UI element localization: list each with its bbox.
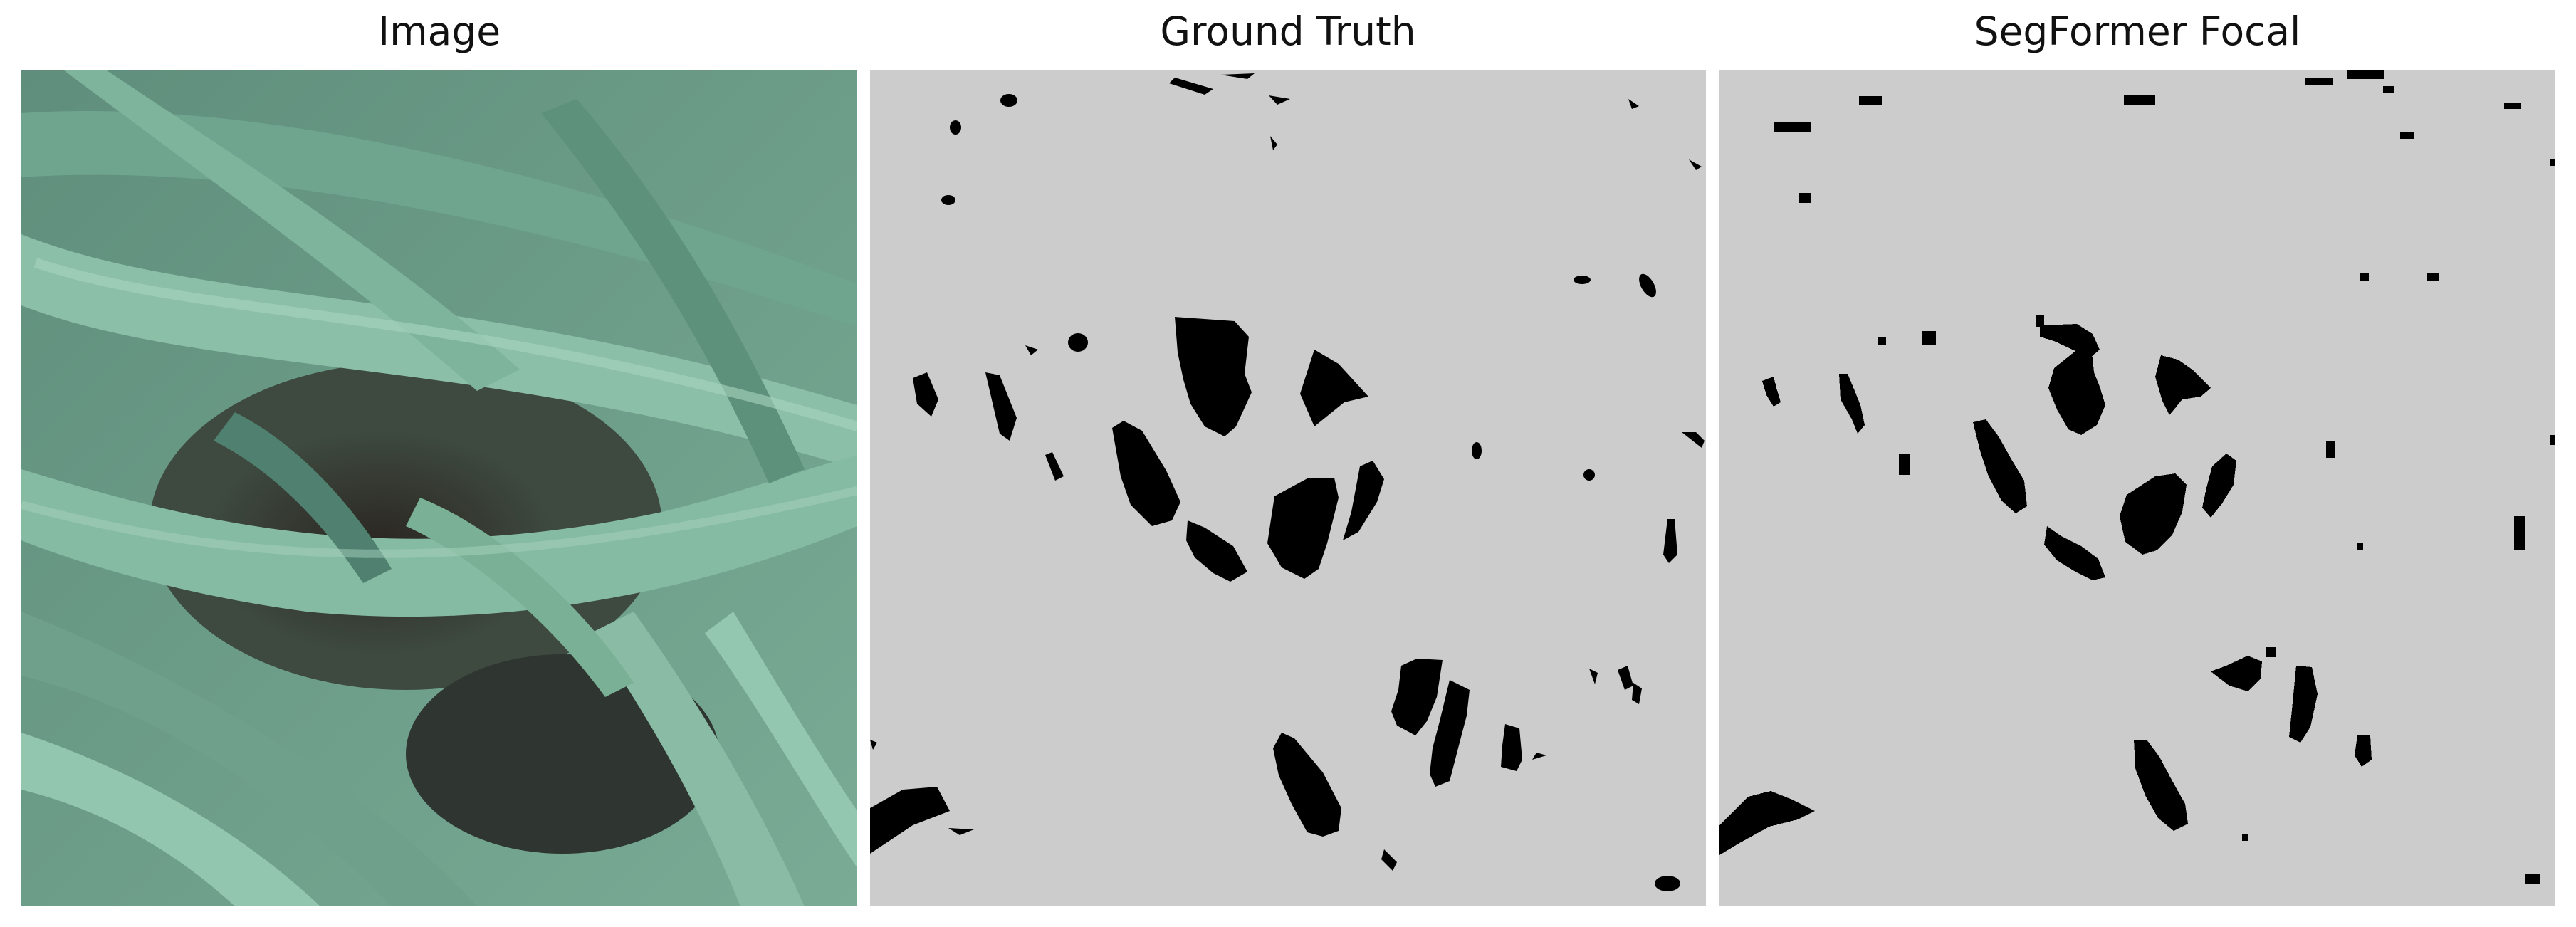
segformer-focal-mask [1719, 70, 2555, 906]
prediction-blobs [1719, 70, 2555, 884]
panel-title-ground-truth: Ground Truth [1160, 9, 1416, 54]
ground-truth-panel [870, 70, 1706, 906]
segformer-focal-panel [1719, 70, 2555, 906]
panel-title-segformer-focal: SegFormer Focal [1974, 9, 2301, 54]
ground-truth-blobs [870, 73, 1705, 891]
ground-truth-mask [870, 70, 1706, 906]
panel-title-image: Image [377, 9, 501, 54]
leaf-photo [21, 70, 857, 906]
image-panel [21, 70, 857, 906]
